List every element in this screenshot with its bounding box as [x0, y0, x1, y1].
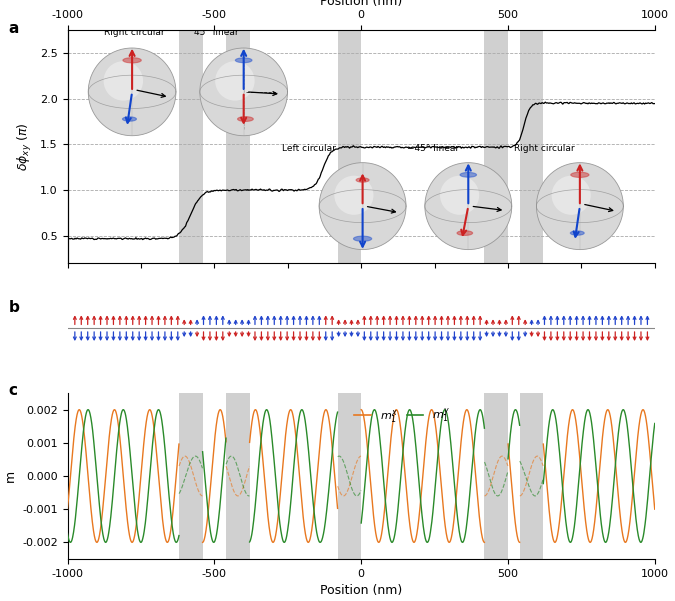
Y-axis label: $\delta\phi_{xy}$ $(\pi)$: $\delta\phi_{xy}$ $(\pi)$ [16, 122, 34, 171]
Text: Right circular: Right circular [104, 28, 165, 37]
Bar [520, 393, 543, 559]
Circle shape [88, 48, 176, 136]
Circle shape [537, 163, 623, 249]
Bar [179, 393, 202, 559]
Text: 45° linear: 45° linear [194, 28, 238, 37]
Text: c: c [9, 383, 18, 398]
Text: Right circular: Right circular [514, 144, 574, 153]
Ellipse shape [236, 58, 252, 63]
Ellipse shape [356, 178, 369, 182]
Ellipse shape [460, 172, 477, 177]
Circle shape [425, 163, 512, 249]
Bar [226, 393, 250, 559]
Bar [226, 30, 250, 263]
X-axis label: Position (nm): Position (nm) [320, 584, 402, 597]
Text: a: a [9, 20, 19, 35]
Text: −45° linear: −45° linear [406, 144, 459, 153]
Ellipse shape [570, 231, 585, 235]
Bar [338, 393, 361, 559]
Ellipse shape [571, 172, 589, 177]
Y-axis label: m: m [3, 470, 16, 482]
Bar [179, 30, 202, 263]
Ellipse shape [123, 58, 141, 63]
Circle shape [440, 175, 479, 215]
Circle shape [319, 163, 406, 249]
Bar [338, 30, 361, 263]
X-axis label: Position (nm): Position (nm) [320, 0, 402, 8]
Bar [485, 30, 508, 263]
Ellipse shape [238, 117, 253, 121]
Ellipse shape [457, 231, 472, 236]
Circle shape [334, 175, 373, 215]
Circle shape [551, 175, 591, 215]
Bar [485, 393, 508, 559]
Ellipse shape [122, 117, 136, 121]
Circle shape [215, 61, 254, 100]
Text: b: b [9, 300, 20, 315]
Circle shape [200, 48, 288, 136]
Legend: $m_1^x$, $m_1^y$: $m_1^x$, $m_1^y$ [350, 402, 455, 429]
Text: Left circular: Left circular [282, 144, 335, 153]
Bar [520, 30, 543, 263]
Circle shape [103, 61, 143, 100]
Ellipse shape [354, 236, 372, 242]
